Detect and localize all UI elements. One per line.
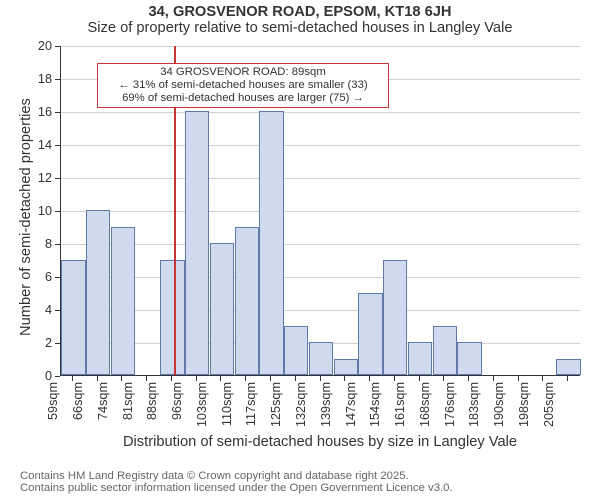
histogram-bar bbox=[284, 326, 308, 376]
x-tick-mark bbox=[518, 376, 519, 381]
x-tick-mark bbox=[245, 376, 246, 381]
x-tick-mark bbox=[146, 376, 147, 381]
histogram-bar bbox=[86, 210, 110, 375]
y-tick-label: 10 bbox=[38, 204, 52, 218]
y-tick-label: 4 bbox=[45, 303, 52, 317]
x-tick-mark bbox=[97, 376, 98, 381]
annotation-line-1: 34 GROSVENOR ROAD: 89sqm bbox=[104, 66, 381, 79]
grid-line bbox=[61, 244, 580, 245]
y-tick-mark bbox=[55, 145, 60, 146]
x-tick-mark bbox=[270, 376, 271, 381]
grid-line bbox=[61, 211, 580, 212]
histogram-bar bbox=[383, 260, 407, 376]
x-tick-mark bbox=[121, 376, 122, 381]
x-tick-mark bbox=[419, 376, 420, 381]
y-tick-label: 2 bbox=[45, 336, 52, 350]
x-tick-area: 59sqm66sqm74sqm81sqm88sqm96sqm103sqm110s… bbox=[60, 376, 580, 434]
y-tick-mark bbox=[55, 211, 60, 212]
histogram-bar bbox=[235, 227, 259, 376]
annotation-box: 34 GROSVENOR ROAD: 89sqm← 31% of semi-de… bbox=[97, 63, 388, 108]
x-tick-mark bbox=[320, 376, 321, 381]
y-tick-label: 16 bbox=[38, 105, 52, 119]
x-tick-mark bbox=[220, 376, 221, 381]
histogram-bar bbox=[210, 243, 234, 375]
x-tick-mark bbox=[369, 376, 370, 381]
credit-line-2: Contains public sector information licen… bbox=[20, 482, 600, 494]
histogram-bar bbox=[457, 342, 481, 375]
x-tick-mark bbox=[394, 376, 395, 381]
grid-line bbox=[61, 310, 580, 311]
y-tick-mark bbox=[55, 376, 60, 377]
y-tick-mark bbox=[55, 79, 60, 80]
x-tick-mark bbox=[542, 376, 543, 381]
grid-line bbox=[61, 112, 580, 113]
grid-line bbox=[61, 178, 580, 179]
y-tick-mark bbox=[55, 244, 60, 245]
histogram-bar bbox=[185, 111, 209, 375]
histogram-bar bbox=[259, 111, 283, 375]
y-tick-mark bbox=[55, 178, 60, 179]
y-tick-label: 14 bbox=[38, 138, 52, 152]
y-tick-mark bbox=[55, 277, 60, 278]
x-tick-mark bbox=[196, 376, 197, 381]
x-tick-mark bbox=[344, 376, 345, 381]
credit-line-1: Contains HM Land Registry data © Crown c… bbox=[20, 470, 600, 482]
histogram-bar bbox=[61, 260, 85, 376]
annotation-line-3: 69% of semi-detached houses are larger (… bbox=[104, 92, 381, 105]
chart-title-line1: 34, GROSVENOR ROAD, EPSOM, KT18 6JH bbox=[0, 0, 600, 20]
histogram-bar bbox=[408, 342, 432, 375]
y-tick-label: 0 bbox=[45, 369, 52, 383]
x-tick-mark bbox=[295, 376, 296, 381]
plot-area: 34 GROSVENOR ROAD: 89sqm← 31% of semi-de… bbox=[60, 46, 580, 376]
y-tick-mark bbox=[55, 112, 60, 113]
y-tick-mark bbox=[55, 46, 60, 47]
histogram-bar bbox=[309, 342, 333, 375]
y-tick-mark bbox=[55, 343, 60, 344]
histogram-bar bbox=[334, 359, 358, 376]
x-tick-mark bbox=[493, 376, 494, 381]
y-axis-label: Number of semi-detached properties bbox=[18, 99, 34, 337]
chart-title-line2: Size of property relative to semi-detach… bbox=[0, 20, 600, 36]
x-tick-mark bbox=[567, 376, 568, 381]
x-tick-mark bbox=[443, 376, 444, 381]
x-tick-mark bbox=[468, 376, 469, 381]
y-tick-label: 20 bbox=[38, 39, 52, 53]
y-tick-mark bbox=[55, 310, 60, 311]
x-tick-mark bbox=[72, 376, 73, 381]
x-tick-label: 205sqm bbox=[542, 382, 594, 427]
annotation-line-2: ← 31% of semi-detached houses are smalle… bbox=[104, 79, 381, 92]
histogram-bar bbox=[433, 326, 457, 376]
chart-container: 34, GROSVENOR ROAD, EPSOM, KT18 6JH Size… bbox=[0, 0, 600, 500]
histogram-bar bbox=[556, 359, 580, 376]
histogram-bar bbox=[111, 227, 135, 376]
grid-line bbox=[61, 46, 580, 47]
y-tick-label: 8 bbox=[45, 237, 52, 251]
x-tick-mark bbox=[171, 376, 172, 381]
grid-line bbox=[61, 145, 580, 146]
grid-line bbox=[61, 277, 580, 278]
y-tick-label: 6 bbox=[45, 270, 52, 284]
histogram-bar bbox=[358, 293, 382, 376]
histogram-bar bbox=[160, 260, 184, 376]
y-tick-label: 12 bbox=[38, 171, 52, 185]
data-credit: Contains HM Land Registry data © Crown c… bbox=[0, 470, 600, 494]
x-axis-label: Distribution of semi-detached houses by … bbox=[60, 434, 580, 450]
y-tick-label: 18 bbox=[38, 72, 52, 86]
